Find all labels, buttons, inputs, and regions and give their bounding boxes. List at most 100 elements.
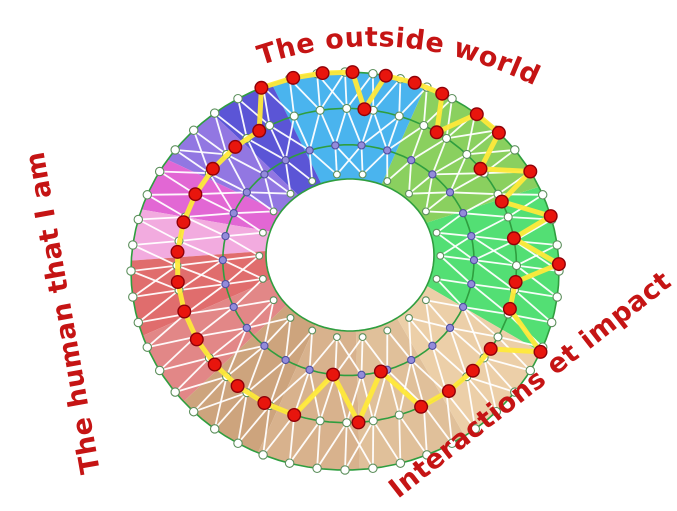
mesh-line xyxy=(483,357,516,393)
mesh-line xyxy=(439,235,472,257)
mesh-line xyxy=(184,283,227,315)
sector-purple xyxy=(167,114,299,213)
inner_mid-ring-node xyxy=(428,341,437,350)
mesh-line xyxy=(146,194,186,218)
mesh-line xyxy=(208,172,248,194)
mesh-line xyxy=(233,278,264,308)
outer-ring-node xyxy=(133,317,144,328)
mesh-line xyxy=(174,149,210,174)
mid-ring-node xyxy=(289,111,299,121)
mesh-line xyxy=(425,191,451,213)
inner-ring-node xyxy=(421,296,430,305)
mesh-line xyxy=(222,254,260,261)
mesh-line xyxy=(425,299,464,308)
outer-ring-node xyxy=(133,214,144,225)
mesh-line xyxy=(225,153,248,193)
mesh-line xyxy=(288,414,296,464)
outer-ring-node xyxy=(368,68,378,79)
red-node xyxy=(176,215,191,230)
mesh-line xyxy=(449,327,499,338)
mesh-line xyxy=(138,216,186,221)
inner_mid-ring-node xyxy=(445,188,455,197)
red-node xyxy=(543,209,558,224)
mesh-line xyxy=(360,145,364,175)
red-node xyxy=(378,68,393,83)
mesh-line xyxy=(268,359,287,406)
mesh-line xyxy=(159,170,210,175)
mesh-line xyxy=(463,212,509,218)
mesh-line xyxy=(284,329,313,361)
mesh-line xyxy=(213,376,228,430)
inner_mid-ring-node xyxy=(458,209,468,218)
mesh-line xyxy=(422,87,428,126)
mesh-line xyxy=(514,289,558,298)
mesh-line xyxy=(398,78,402,117)
red-node xyxy=(465,363,480,378)
mesh-line xyxy=(233,212,264,234)
mesh-line xyxy=(431,345,448,393)
mesh-line xyxy=(345,422,374,469)
inner_mid-ring-node xyxy=(407,156,416,165)
inner-ring-node xyxy=(432,274,441,283)
mesh-line xyxy=(386,159,412,182)
inner_mid-ring-node xyxy=(281,156,290,165)
mesh-line xyxy=(178,235,226,242)
mesh-line xyxy=(436,278,472,285)
red-node xyxy=(252,123,267,138)
mesh-line xyxy=(263,317,292,347)
outer-ring-node xyxy=(154,166,165,177)
inner_mid-ring-node xyxy=(260,341,269,350)
inner_mid-ring-node xyxy=(467,279,476,289)
mid-ring-node xyxy=(394,111,404,121)
mid-ring-node xyxy=(368,416,378,426)
mid-ring-node xyxy=(394,410,404,420)
red-node xyxy=(326,367,341,382)
mesh-line xyxy=(470,283,509,315)
mesh-line xyxy=(398,414,402,464)
mesh-line xyxy=(132,244,178,267)
mesh-line xyxy=(288,78,296,117)
mesh-line xyxy=(436,212,464,234)
mesh-line xyxy=(344,71,348,109)
inner-ring-node xyxy=(405,189,413,198)
inner_mid-ring-node xyxy=(260,170,269,179)
red-node xyxy=(523,164,538,179)
mesh-line xyxy=(225,235,260,257)
mid-ring-node xyxy=(315,416,325,426)
mesh-line xyxy=(138,313,186,324)
red-node xyxy=(188,187,203,202)
mesh-line xyxy=(345,374,363,423)
red-node xyxy=(207,357,222,372)
mesh-line xyxy=(213,112,228,155)
mesh-line xyxy=(466,129,497,156)
mid-ring-node xyxy=(342,418,352,428)
mesh-line xyxy=(246,299,275,329)
inner-ring-node xyxy=(308,177,317,186)
outer-ring-node xyxy=(525,365,536,376)
mesh-line xyxy=(449,154,468,193)
red-node xyxy=(414,399,429,414)
mesh-line xyxy=(262,86,295,117)
red-node xyxy=(177,304,192,319)
mesh-line xyxy=(408,173,433,195)
mesh-line xyxy=(319,374,337,422)
red-node xyxy=(228,139,243,154)
outer-ring-node xyxy=(188,406,199,417)
mesh-line xyxy=(214,392,248,430)
mesh-line xyxy=(193,376,228,413)
sector-tan-light xyxy=(355,318,465,470)
inner_mid-ring-node xyxy=(242,323,251,333)
inner_mid-ring-node xyxy=(383,146,392,155)
mesh-line xyxy=(132,240,180,246)
red-node xyxy=(435,86,450,101)
mesh-line xyxy=(497,336,531,372)
red-node xyxy=(170,244,185,259)
red-node xyxy=(351,415,366,430)
outer-ring-node xyxy=(491,406,502,417)
mid-ring-node xyxy=(265,120,275,131)
mesh-line xyxy=(462,306,509,315)
inner_mid-ring-node xyxy=(305,365,314,374)
red-node xyxy=(502,301,517,316)
inner-ring-node xyxy=(436,251,445,260)
